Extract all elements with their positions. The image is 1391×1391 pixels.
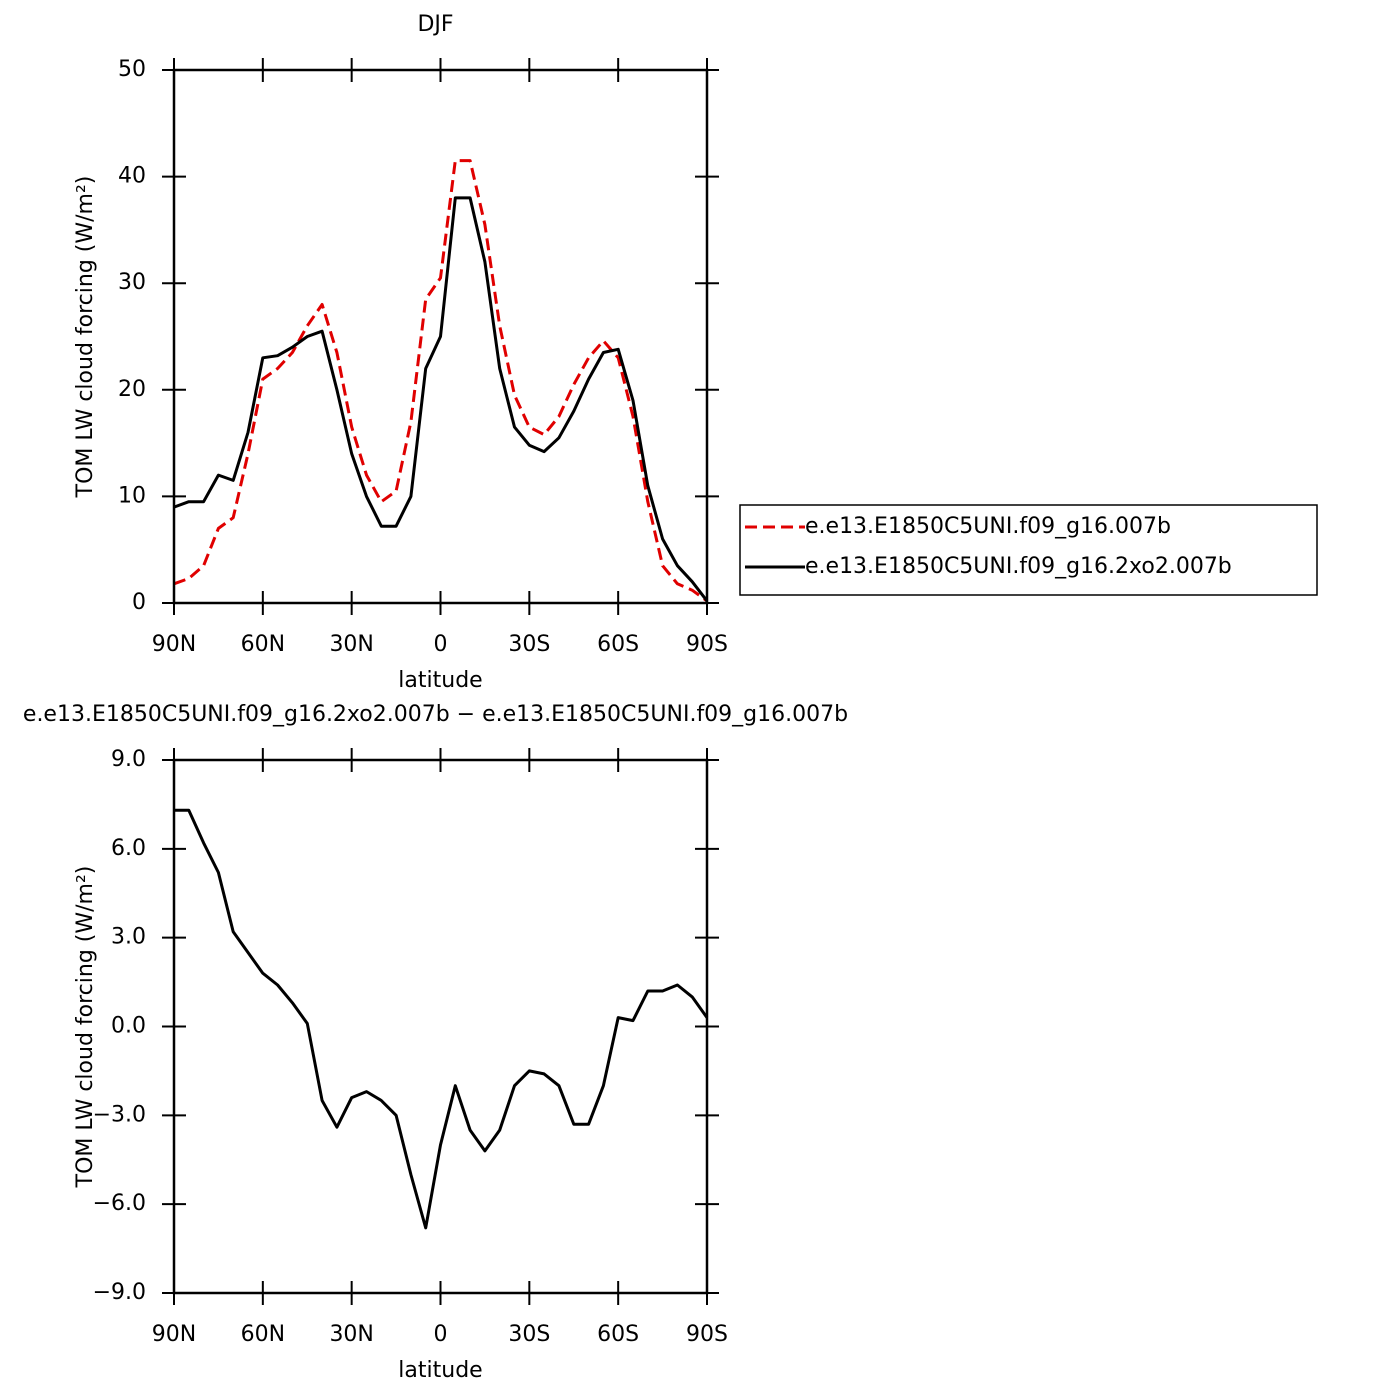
x-tick-label: 0 [434, 632, 448, 657]
plot-frame [172, 758, 709, 1295]
y-tick-label: 0.0 [111, 1014, 146, 1039]
data-line [173, 159, 708, 603]
plot-frame [172, 68, 709, 605]
y-tick-label: 6.0 [111, 836, 146, 861]
y-tick-label: 20 [118, 377, 146, 402]
chart-title: e.e13.E1850C5UNI.f09_g16.2xo2.007b − e.e… [23, 702, 848, 727]
y-tick-label: 30 [118, 270, 146, 295]
x-tick-label: 30N [329, 1322, 373, 1347]
y-tick-label: −9.0 [93, 1280, 146, 1305]
y-tick-label: 3.0 [111, 925, 146, 950]
x-tick-label: 60S [597, 1322, 639, 1347]
x-tick-label: 30N [329, 632, 373, 657]
x-axis-label: latitude [398, 668, 482, 693]
y-axis-label: TOM LW cloud forcing (W/m²) [73, 176, 98, 499]
x-tick-label: 90N [152, 632, 196, 657]
y-tick-label: 10 [118, 483, 146, 508]
y-tick-label: 50 [118, 57, 146, 82]
data-line [173, 196, 709, 602]
x-tick-label: 30S [508, 1322, 550, 1347]
y-tick-label: 0 [132, 590, 146, 615]
y-tick-label: 40 [118, 164, 146, 189]
x-tick-label: 0 [434, 1322, 448, 1347]
x-tick-label: 90N [152, 1322, 196, 1347]
y-tick-label: −3.0 [93, 1102, 146, 1127]
x-tick-label: 30S [508, 632, 550, 657]
x-tick-label: 90S [686, 1322, 728, 1347]
x-tick-label: 60N [241, 632, 285, 657]
x-axis-label: latitude [398, 1358, 482, 1383]
y-tick-label: 9.0 [111, 747, 146, 772]
legend-box [739, 504, 1318, 596]
x-tick-label: 60N [241, 1322, 285, 1347]
data-line [174, 808, 709, 1230]
y-axis-label: TOM LW cloud forcing (W/m²) [73, 866, 98, 1189]
legend-label: e.e13.E1850C5UNI.f09_g16.007b [805, 514, 1171, 539]
y-tick-label: −6.0 [93, 1191, 146, 1216]
chart-title: DJF [417, 12, 453, 37]
x-tick-label: 90S [686, 632, 728, 657]
legend-label: e.e13.E1850C5UNI.f09_g16.2xo2.007b [805, 554, 1232, 579]
x-tick-label: 60S [597, 632, 639, 657]
